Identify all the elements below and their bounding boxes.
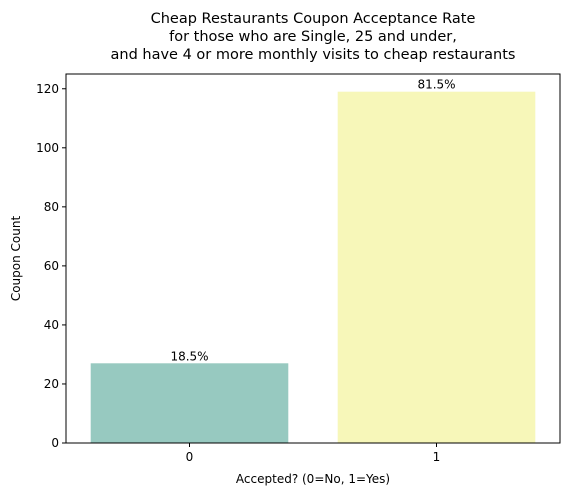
chart-title-line: for those who are Single, 25 and under, <box>169 29 457 45</box>
x-tick-label: 1 <box>433 450 441 464</box>
x-axis-label: Accepted? (0=No, 1=Yes) <box>236 472 390 486</box>
chart-title-line: Cheap Restaurants Coupon Acceptance Rate <box>151 11 476 27</box>
bars-group <box>91 92 536 443</box>
y-tick-label: 120 <box>36 82 59 96</box>
chart-title: Cheap Restaurants Coupon Acceptance Rate… <box>111 11 516 63</box>
data-label-1: 81.5% <box>417 78 455 92</box>
y-tick-label: 60 <box>44 259 59 273</box>
y-tick-label: 100 <box>36 141 59 155</box>
y-axis-label: Coupon Count <box>9 216 23 302</box>
y-tick-label: 40 <box>44 318 59 332</box>
bar-1 <box>338 92 536 443</box>
data-label-0: 18.5% <box>170 349 208 363</box>
y-tick-label: 80 <box>44 200 59 214</box>
y-tick-label: 20 <box>44 377 59 391</box>
y-axis: 0 20 40 60 80 100 120 <box>36 82 66 450</box>
x-tick-label: 0 <box>186 450 194 464</box>
chart-title-line: and have 4 or more monthly visits to che… <box>111 47 516 63</box>
bar-0 <box>91 363 289 443</box>
y-tick-label: 0 <box>51 436 59 450</box>
